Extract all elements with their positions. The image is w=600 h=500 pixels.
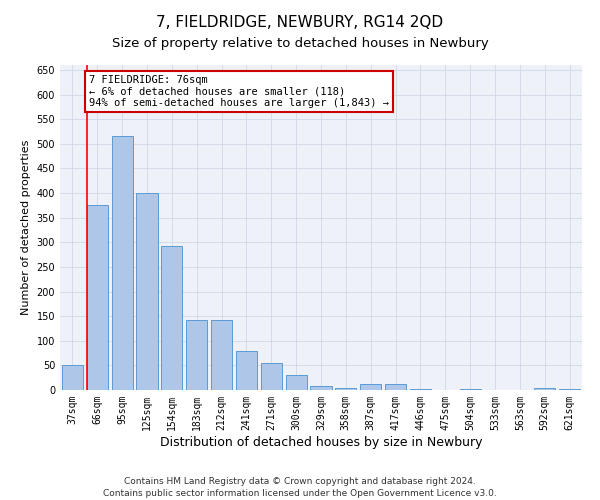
Bar <box>112 136 133 390</box>
Bar <box>136 193 158 390</box>
Bar <box>236 350 257 390</box>
Bar <box>534 388 555 390</box>
Bar <box>360 384 381 390</box>
Bar <box>385 384 406 390</box>
Bar <box>410 389 431 390</box>
Bar <box>460 389 481 390</box>
Bar <box>211 320 232 390</box>
Bar <box>186 320 207 390</box>
Text: Size of property relative to detached houses in Newbury: Size of property relative to detached ho… <box>112 38 488 51</box>
X-axis label: Distribution of detached houses by size in Newbury: Distribution of detached houses by size … <box>160 436 482 448</box>
Text: 7, FIELDRIDGE, NEWBURY, RG14 2QD: 7, FIELDRIDGE, NEWBURY, RG14 2QD <box>157 15 443 30</box>
Bar <box>559 388 580 390</box>
Text: 7 FIELDRIDGE: 76sqm
← 6% of detached houses are smaller (118)
94% of semi-detach: 7 FIELDRIDGE: 76sqm ← 6% of detached hou… <box>89 75 389 108</box>
Bar <box>310 386 332 390</box>
Y-axis label: Number of detached properties: Number of detached properties <box>21 140 31 315</box>
Bar <box>286 375 307 390</box>
Bar <box>161 246 182 390</box>
Bar <box>62 366 83 390</box>
Bar <box>87 206 108 390</box>
Bar <box>261 363 282 390</box>
Bar <box>335 388 356 390</box>
Text: Contains HM Land Registry data © Crown copyright and database right 2024.
Contai: Contains HM Land Registry data © Crown c… <box>103 476 497 498</box>
